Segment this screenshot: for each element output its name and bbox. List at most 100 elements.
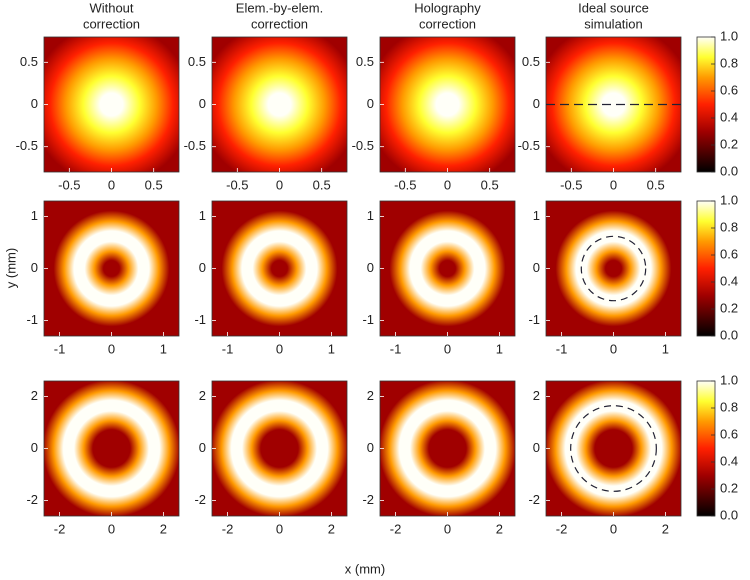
- x-tick-label: -1: [222, 341, 234, 356]
- heatmap-image: [380, 201, 515, 336]
- y-tick-label: 0: [199, 260, 206, 275]
- colorbar: [696, 36, 716, 173]
- column-title: Elem.-by-elem.: [236, 0, 323, 15]
- colorbar-tick-label: 0.0: [720, 163, 738, 178]
- y-tick-label: 0: [31, 440, 38, 455]
- y-tick-label: 1: [367, 208, 374, 223]
- heatmap-image: [212, 381, 347, 516]
- x-tick-label: 0: [108, 521, 115, 536]
- y-tick-label: 1: [199, 208, 206, 223]
- y-tick-label: 2: [199, 388, 206, 403]
- x-tick-label: -2: [390, 521, 402, 536]
- y-tick-label: -0.5: [518, 138, 540, 153]
- colorbar-tick-label: 0.2: [720, 480, 738, 495]
- colorbar-tick-label: 0.4: [720, 453, 738, 468]
- heatmap-image: [380, 381, 515, 516]
- x-tick-label: -1: [390, 341, 402, 356]
- x-tick-label: 0: [610, 341, 617, 356]
- y-tick-label: 0: [367, 440, 374, 455]
- x-tick-label: 0.5: [481, 177, 499, 192]
- y-tick-label: 0: [199, 96, 206, 111]
- heatmap-image: [546, 201, 681, 336]
- y-tick-label: -2: [362, 492, 374, 507]
- y-tick-label: -1: [528, 312, 540, 327]
- heatmap-image: [546, 381, 681, 516]
- column-title: correction: [83, 16, 140, 31]
- heatmap-image: [212, 201, 347, 336]
- x-tick-label: -0.5: [394, 177, 416, 192]
- x-tick-label: -0.5: [560, 177, 582, 192]
- x-tick-label: -1: [556, 341, 568, 356]
- x-tick-label: -2: [54, 521, 66, 536]
- x-tick-label: -0.5: [226, 177, 248, 192]
- colorbar-tick-label: 0.8: [720, 55, 738, 70]
- column-title: Without: [89, 0, 133, 15]
- colorbar-tick-label: 0.6: [720, 426, 738, 441]
- x-tick-label: -0.5: [58, 177, 80, 192]
- x-tick-label: 2: [328, 521, 335, 536]
- column-title: simulation: [584, 16, 643, 31]
- colorbar-tick-label: 0.2: [720, 136, 738, 151]
- y-tick-label: 2: [367, 388, 374, 403]
- x-tick-label: 0: [276, 341, 283, 356]
- colorbar: [696, 200, 716, 337]
- y-tick-label: -1: [362, 312, 374, 327]
- x-tick-label: 1: [328, 341, 335, 356]
- x-tick-label: 2: [160, 521, 167, 536]
- colorbar-tick-label: 0.0: [720, 327, 738, 342]
- x-tick-label: 0: [444, 177, 451, 192]
- colorbar-tick-label: 1.0: [720, 372, 738, 387]
- y-tick-label: -1: [26, 312, 38, 327]
- y-tick-label: 0: [367, 260, 374, 275]
- colorbar-tick-label: 0.8: [720, 219, 738, 234]
- y-tick-label: 0.5: [20, 54, 38, 69]
- column-title: correction: [419, 16, 476, 31]
- colorbar: [696, 380, 716, 517]
- y-tick-label: -0.5: [184, 138, 206, 153]
- y-tick-label: 0: [31, 260, 38, 275]
- y-tick-label: 0.5: [188, 54, 206, 69]
- colorbar-tick-label: 1.0: [720, 192, 738, 207]
- y-tick-label: 0: [367, 96, 374, 111]
- x-tick-label: 0: [108, 341, 115, 356]
- heatmap-image: [44, 201, 179, 336]
- y-tick-label: -2: [528, 492, 540, 507]
- colorbar-tick-label: 0.6: [720, 246, 738, 261]
- x-tick-label: 2: [662, 521, 669, 536]
- x-tick-label: 0: [276, 177, 283, 192]
- x-tick-label: 0: [444, 521, 451, 536]
- y-tick-label: 1: [533, 208, 540, 223]
- y-tick-label: 0: [199, 440, 206, 455]
- y-tick-label: 0: [31, 96, 38, 111]
- heatmap-image: [212, 37, 347, 172]
- x-tick-label: 1: [496, 341, 503, 356]
- y-axis-label: y (mm): [3, 248, 18, 288]
- y-tick-label: -1: [194, 312, 206, 327]
- x-tick-label: 1: [662, 341, 669, 356]
- y-tick-label: 0: [533, 260, 540, 275]
- x-tick-label: 2: [496, 521, 503, 536]
- y-tick-label: 2: [533, 388, 540, 403]
- y-tick-label: 0.5: [356, 54, 374, 69]
- x-tick-label: 1: [160, 341, 167, 356]
- colorbar-tick-label: 0.4: [720, 273, 738, 288]
- x-axis-label: x (mm): [345, 561, 385, 576]
- x-tick-label: -2: [556, 521, 568, 536]
- y-tick-label: 0: [533, 96, 540, 111]
- x-tick-label: 0: [610, 521, 617, 536]
- y-tick-label: 0: [533, 440, 540, 455]
- column-title: correction: [251, 16, 308, 31]
- x-tick-label: 0.5: [313, 177, 331, 192]
- y-tick-label: 1: [31, 208, 38, 223]
- colorbar-tick-label: 0.6: [720, 82, 738, 97]
- heatmap-image: [380, 37, 515, 172]
- x-tick-label: 0: [108, 177, 115, 192]
- x-tick-label: 0.5: [647, 177, 665, 192]
- x-tick-label: -1: [54, 341, 66, 356]
- y-tick-label: 2: [31, 388, 38, 403]
- y-tick-label: -0.5: [16, 138, 38, 153]
- colorbar-tick-label: 0.8: [720, 399, 738, 414]
- x-tick-label: -2: [222, 521, 234, 536]
- colorbar-tick-label: 0.0: [720, 507, 738, 522]
